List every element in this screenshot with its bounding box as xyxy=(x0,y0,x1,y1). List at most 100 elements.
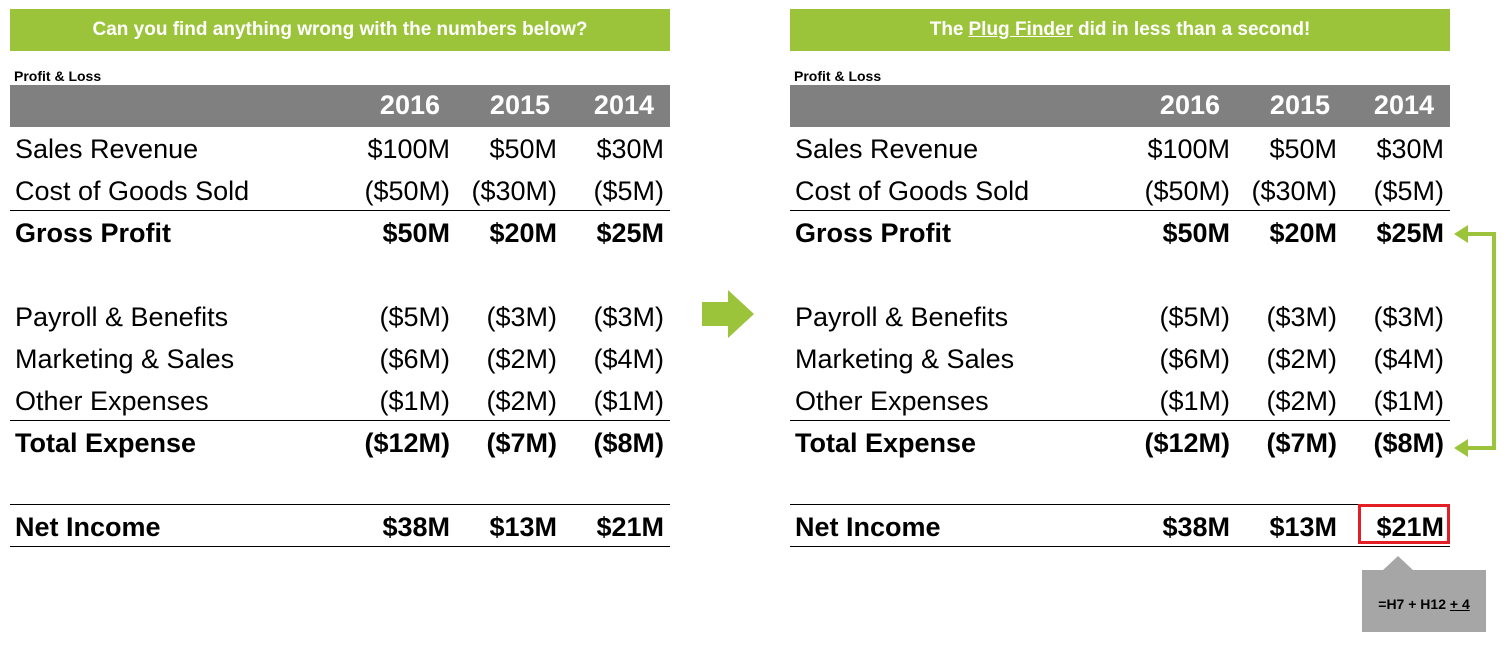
cell-2014-flagged: $21M xyxy=(1376,512,1444,542)
callout-tip xyxy=(1382,556,1414,571)
cell-2016: ($1M) xyxy=(1159,386,1230,416)
cell-2015: ($7M) xyxy=(1266,428,1337,458)
cogs-row: Cost of Goods Sold ($50M) ($30M) ($5M) xyxy=(790,169,1450,211)
cell-2015: ($30M) xyxy=(471,176,557,206)
row-label: Other Expenses xyxy=(795,386,989,416)
cell-2015: ($3M) xyxy=(1266,302,1337,332)
cell-2014: $21M xyxy=(596,512,664,542)
cell-2016: $50M xyxy=(382,218,450,248)
bracket-arrow-icon xyxy=(1454,225,1496,457)
net-income-row: Net Income $38M $13M $21M xyxy=(790,504,1450,547)
cell-2016: $50M xyxy=(1162,218,1230,248)
year-2016: 2016 xyxy=(1159,90,1220,120)
cogs-row: Cost of Goods Sold ($50M) ($30M) ($5M) xyxy=(10,169,670,211)
payroll-row: Payroll & Benefits ($5M) ($3M) ($3M) xyxy=(790,295,1450,337)
row-label: Cost of Goods Sold xyxy=(15,176,250,206)
cell-2016: ($5M) xyxy=(379,302,450,332)
cell-2015: ($7M) xyxy=(486,428,557,458)
banner-text-post: did in less than a second! xyxy=(1078,19,1311,40)
row-label: Payroll & Benefits xyxy=(795,302,1009,332)
question-banner: Can you find anything wrong with the num… xyxy=(10,9,670,51)
cell-2015: $13M xyxy=(489,512,557,542)
cell-2015: ($3M) xyxy=(486,302,557,332)
cell-2015: $13M xyxy=(1269,512,1337,542)
plug-finder-banner: The Plug Finder did in less than a secon… xyxy=(790,9,1450,51)
formula-text: =H7 + H12 + 4 xyxy=(1362,596,1486,612)
year-2014: 2014 xyxy=(593,90,654,120)
cell-2014: ($1M) xyxy=(593,386,664,416)
formula-callout: =H7 + H12 + 4 xyxy=(1362,556,1486,632)
row-label: Net Income xyxy=(795,512,941,542)
row-label: Gross Profit xyxy=(15,218,172,248)
cell-2016: $38M xyxy=(1162,512,1230,542)
sales-revenue-row: Sales Revenue $100M $50M $30M xyxy=(10,127,670,169)
cell-2016: $100M xyxy=(367,134,450,164)
gross-profit-row: Gross Profit $50M $20M $25M xyxy=(790,211,1450,253)
plug-finder-link[interactable]: Plug Finder xyxy=(968,19,1074,40)
year-2014: 2014 xyxy=(1373,90,1434,120)
spacer-row xyxy=(790,463,1450,505)
year-header-row: 2016 2015 2014 xyxy=(10,85,670,127)
cell-2015: $20M xyxy=(489,218,557,248)
cell-2014: ($3M) xyxy=(1373,302,1444,332)
row-label: Cost of Goods Sold xyxy=(795,176,1030,206)
cell-2016: ($1M) xyxy=(379,386,450,416)
sales-revenue-row: Sales Revenue $100M $50M $30M xyxy=(790,127,1450,169)
table-title: Profit & Loss xyxy=(794,68,882,84)
cell-2015: ($2M) xyxy=(1266,386,1337,416)
cell-2015: $50M xyxy=(489,134,557,164)
plug-finder-panel: The Plug Finder did in less than a secon… xyxy=(790,9,1450,547)
formula-main: =H7 + H12 xyxy=(1378,596,1446,612)
cell-2014: ($4M) xyxy=(1373,344,1444,374)
cell-2014: $25M xyxy=(1376,218,1444,248)
cell-2015: $20M xyxy=(1269,218,1337,248)
cell-2015: ($30M) xyxy=(1251,176,1337,206)
cell-2015: ($2M) xyxy=(1266,344,1337,374)
plug-highlight-box xyxy=(1358,504,1450,544)
gross-profit-row: Gross Profit $50M $20M $25M xyxy=(10,211,670,253)
year-header-row: 2016 2015 2014 xyxy=(790,85,1450,127)
row-label: Sales Revenue xyxy=(15,134,199,164)
cell-2016: ($6M) xyxy=(379,344,450,374)
cell-2014: $30M xyxy=(1376,134,1444,164)
cell-2016: ($5M) xyxy=(1159,302,1230,332)
cell-2014: $25M xyxy=(596,218,664,248)
original-pl-panel: Can you find anything wrong with the num… xyxy=(10,9,670,547)
cell-2016: ($12M) xyxy=(1144,428,1230,458)
cell-2014: ($8M) xyxy=(593,428,664,458)
row-label: Net Income xyxy=(15,512,161,542)
cell-2014: ($3M) xyxy=(593,302,664,332)
marketing-row: Marketing & Sales ($6M) ($2M) ($4M) xyxy=(10,337,670,379)
spacer-row xyxy=(10,253,670,295)
callout-box xyxy=(1362,570,1486,632)
cell-2014: ($5M) xyxy=(1373,176,1444,206)
total-expense-row: Total Expense ($12M) ($7M) ($8M) xyxy=(10,421,670,463)
cell-2015: ($2M) xyxy=(486,386,557,416)
row-label: Marketing & Sales xyxy=(795,344,1015,374)
cell-2014: $30M xyxy=(596,134,664,164)
total-expense-row: Total Expense ($12M) ($7M) ($8M) xyxy=(790,421,1450,463)
payroll-row: Payroll & Benefits ($5M) ($3M) ($3M) xyxy=(10,295,670,337)
row-label: Payroll & Benefits xyxy=(15,302,229,332)
row-label: Marketing & Sales xyxy=(15,344,235,374)
cell-2014: ($5M) xyxy=(593,176,664,206)
cell-2016: $38M xyxy=(382,512,450,542)
year-2015: 2015 xyxy=(1269,90,1330,120)
cell-2015: $50M xyxy=(1269,134,1337,164)
right-arrow-icon xyxy=(702,290,754,338)
row-label: Total Expense xyxy=(15,428,197,458)
marketing-row: Marketing & Sales ($6M) ($2M) ($4M) xyxy=(790,337,1450,379)
formula-plug: + 4 xyxy=(1449,596,1470,612)
banner-text-pre: The xyxy=(929,19,964,40)
spacer-row xyxy=(10,463,670,505)
cell-2014: ($1M) xyxy=(1373,386,1444,416)
row-label: Gross Profit xyxy=(795,218,952,248)
spacer-row xyxy=(790,253,1450,295)
cell-2015: ($2M) xyxy=(486,344,557,374)
cell-2016: ($50M) xyxy=(1144,176,1230,206)
cell-2016: ($50M) xyxy=(364,176,450,206)
cell-2016: ($12M) xyxy=(364,428,450,458)
other-expenses-row: Other Expenses ($1M) ($2M) ($1M) xyxy=(790,379,1450,421)
cell-2014: ($4M) xyxy=(593,344,664,374)
question-banner-text: Can you find anything wrong with the num… xyxy=(92,19,588,40)
